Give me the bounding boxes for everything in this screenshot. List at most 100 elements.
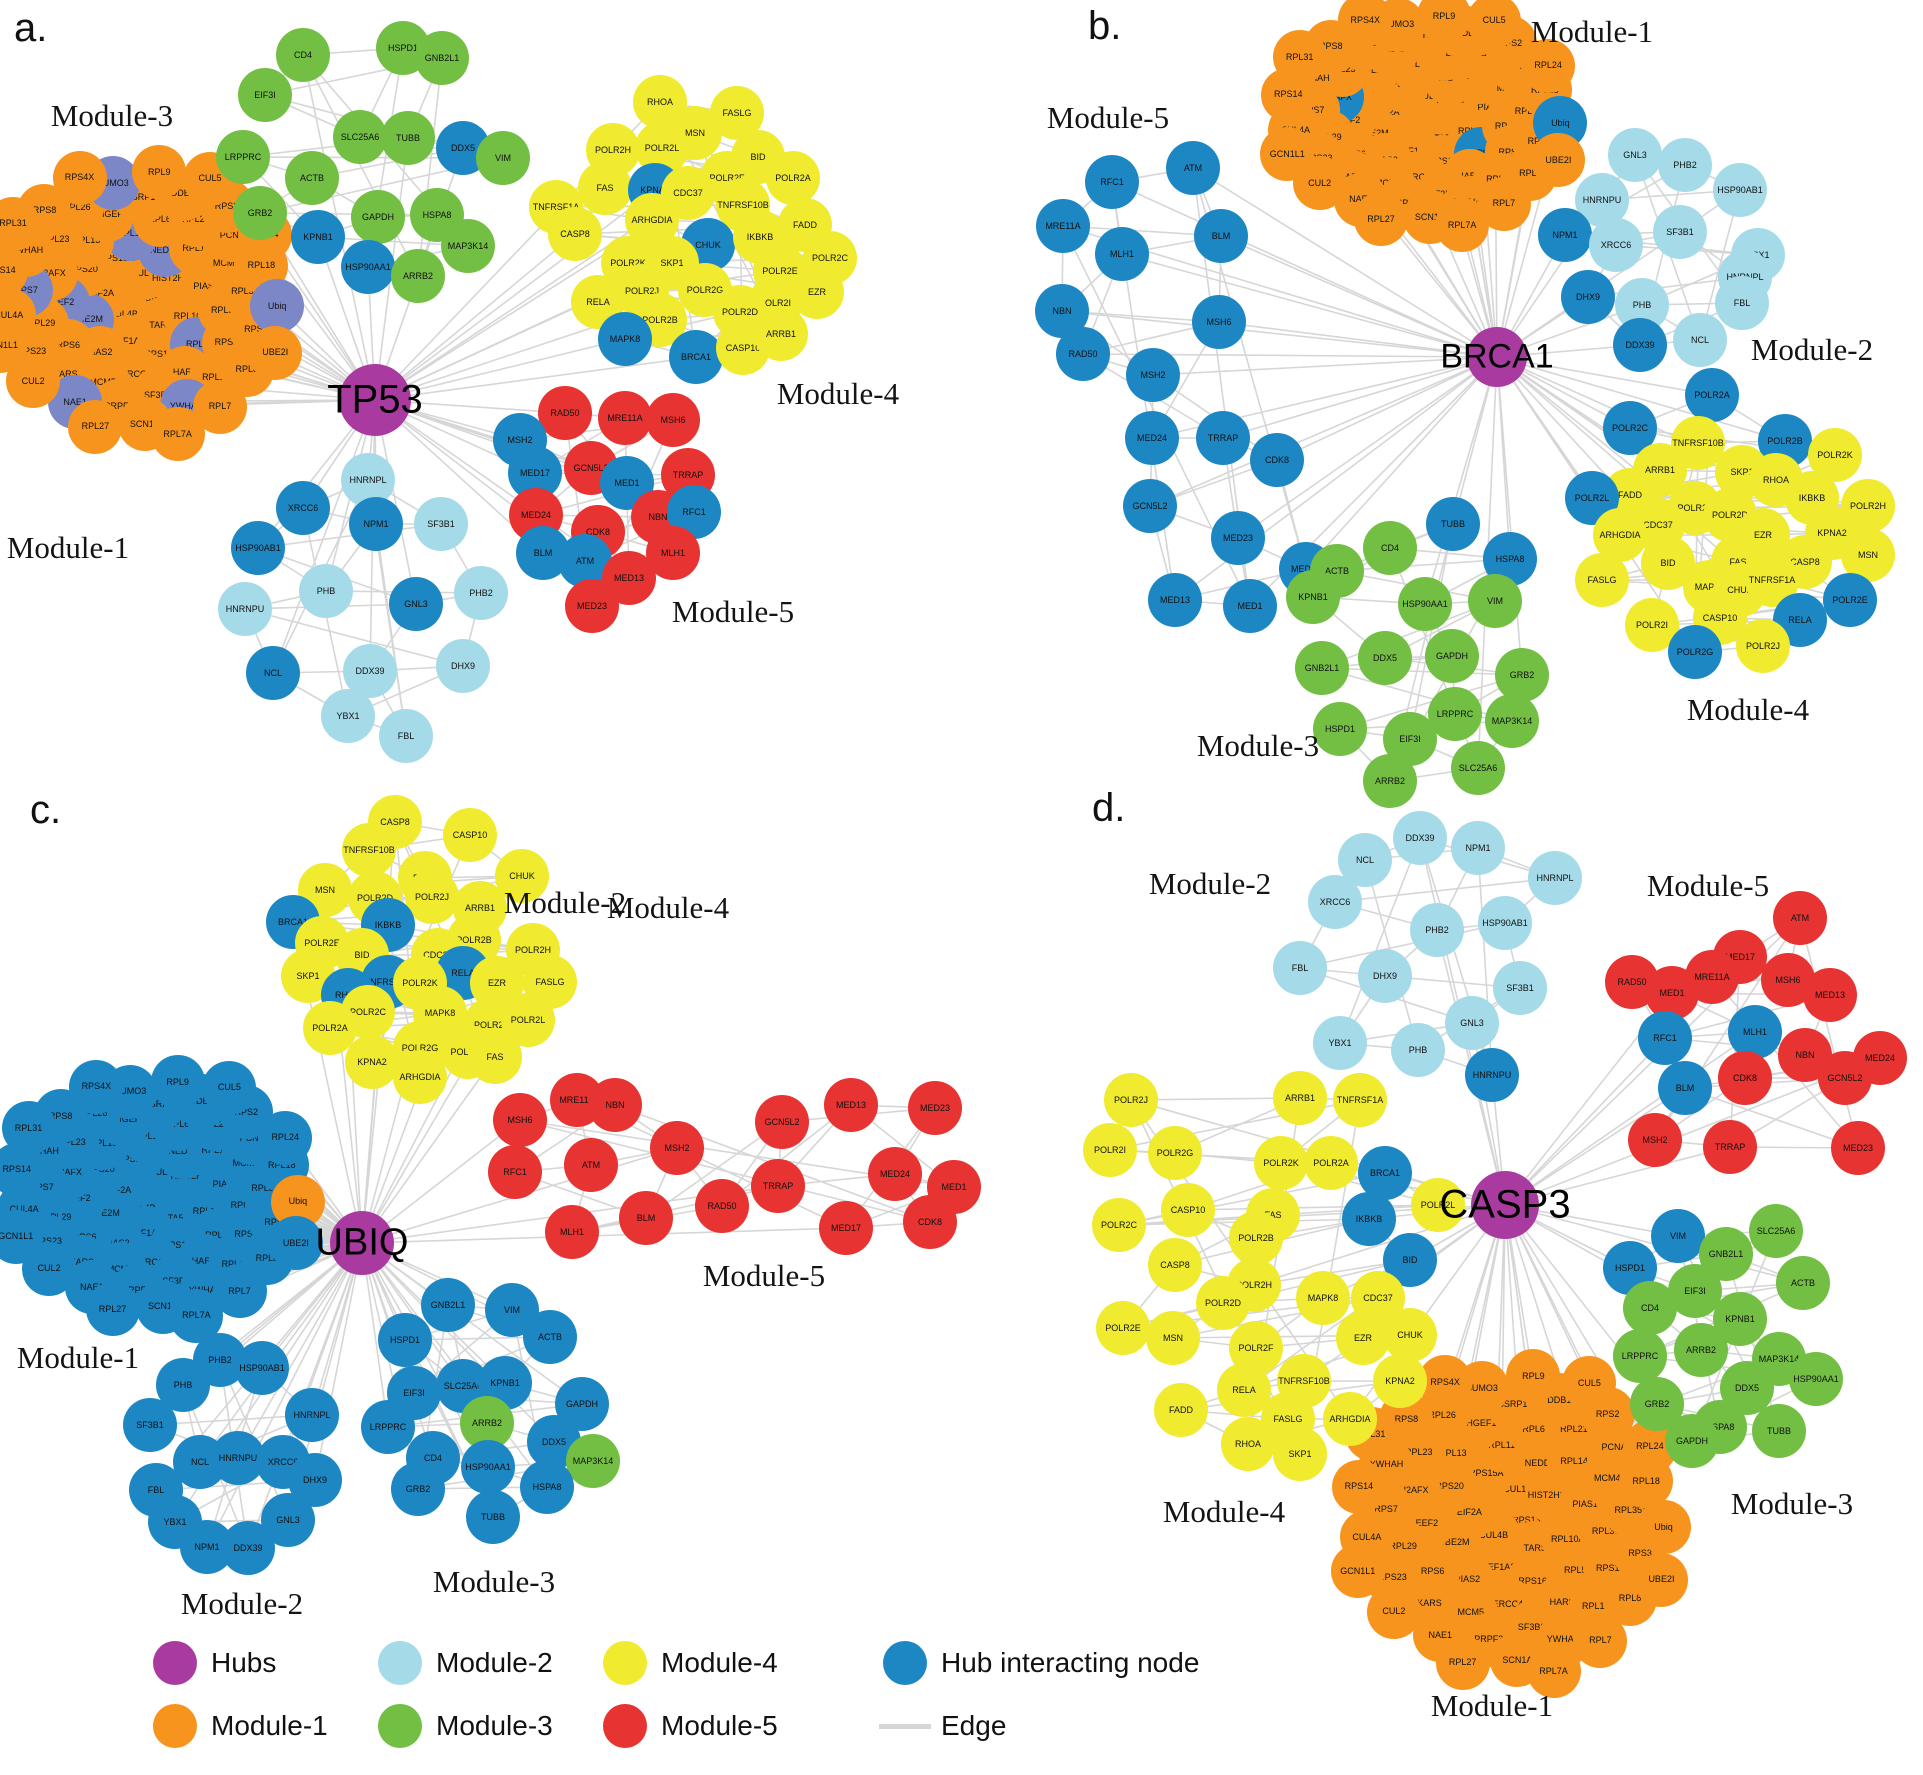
node-polr2i: POLR2I xyxy=(1083,1123,1137,1177)
node-casp10: CASP10 xyxy=(443,808,497,862)
node-rad50: RAD50 xyxy=(1056,327,1110,381)
node-eif3i: EIF3I xyxy=(1668,1264,1722,1318)
node-slc25a6: SLC25A6 xyxy=(1749,1204,1803,1258)
node-polr2g: POLR2G xyxy=(1148,1126,1202,1180)
panel-brca1-letter: b. xyxy=(1088,4,1122,48)
legend-item-module-2-swatch xyxy=(378,1641,422,1685)
legend-item-edge-label: Edge xyxy=(941,1710,1007,1741)
node-tubb: TUBB xyxy=(1752,1404,1806,1458)
node-ncl: NCL xyxy=(1673,313,1727,367)
panel-a-module-5-label: Module-5 xyxy=(671,594,795,629)
node-fadd: FADD xyxy=(1154,1383,1208,1437)
panel-a-module-2-label: Module-2 xyxy=(503,885,627,920)
node-msn: MSN xyxy=(1146,1311,1200,1365)
node-rfc1: RFC1 xyxy=(488,1145,542,1199)
node-rpl7a: RPL7A xyxy=(1526,1644,1581,1699)
panel-a-module-3-label: Module-3 xyxy=(50,98,174,133)
edge xyxy=(374,338,626,401)
panel-b-module-3-label: Module-3 xyxy=(1196,728,1320,763)
node-tubb: TUBB xyxy=(466,1490,520,1544)
edge xyxy=(259,212,438,216)
node-rpl27: RPL27 xyxy=(68,399,123,454)
node-cul5: CUL5 xyxy=(1562,1356,1617,1411)
node-grb2: GRB2 xyxy=(1495,648,1549,702)
node-mapk8: MAPK8 xyxy=(598,312,652,366)
node-polr2e: POLR2E xyxy=(1096,1301,1150,1355)
node-map3k14: MAP3K14 xyxy=(441,219,495,273)
node-msh2: MSH2 xyxy=(1628,1113,1682,1167)
node-rpl7: RPL7 xyxy=(212,1264,267,1319)
panel-d-module-2-label: Module-2 xyxy=(1148,866,1272,901)
edge xyxy=(1220,235,1498,358)
node-trrap: TRRAP xyxy=(1196,411,1250,465)
node-fbl: FBL xyxy=(1273,941,1327,995)
edge xyxy=(272,399,376,674)
node-polr2k: POLR2K xyxy=(1254,1136,1308,1190)
node-arrb2: ARRB2 xyxy=(1674,1323,1728,1377)
node-med1: MED1 xyxy=(1223,579,1277,633)
node-ybx1: YBX1 xyxy=(321,689,375,743)
node-mlh1: MLH1 xyxy=(545,1205,599,1259)
node-casp10: CASP10 xyxy=(1161,1183,1215,1237)
node-polr2l: POLR2L xyxy=(501,993,555,1047)
edge xyxy=(1799,917,1859,1149)
node-rfc1: RFC1 xyxy=(1638,1011,1692,1065)
node-xrcc6: XRCC6 xyxy=(1589,218,1643,272)
node-polr2j: POLR2J xyxy=(1104,1073,1158,1127)
node-trrap: TRRAP xyxy=(751,1159,805,1213)
node-tnfrsf1a: TNFRSF1A xyxy=(1333,1073,1387,1127)
node-tnfrsf10b: TNFRSF10B xyxy=(342,823,396,877)
edge xyxy=(1253,1204,1506,1286)
legend-item-module-1-swatch xyxy=(153,1704,197,1748)
panel-casp3-letter: d. xyxy=(1092,786,1126,830)
node-gapdh: GAPDH xyxy=(1665,1414,1719,1468)
node-gcn5l2: GCN5L2 xyxy=(1818,1051,1872,1105)
node-rps4x: RPS4X xyxy=(69,1059,124,1114)
edge xyxy=(1218,321,1498,358)
panel-b-module-1-label: Module-1 xyxy=(1530,14,1654,49)
edge xyxy=(1321,600,1496,669)
node-hnrnpu: HNRNPU xyxy=(1465,1048,1519,1102)
node-brca1: BRCA1 xyxy=(669,330,723,384)
node-gnb2l1: GNB2L1 xyxy=(1295,641,1349,695)
node-actb: ACTB xyxy=(285,151,339,205)
node-rpl27: RPL27 xyxy=(85,1282,140,1337)
panel-ubiq-letter: c. xyxy=(30,788,62,832)
node-fas: FAS xyxy=(468,1030,522,1084)
edge xyxy=(375,523,407,737)
hub-ubiq-label: UBIQ xyxy=(315,1221,409,1264)
node-msh6: MSH6 xyxy=(1192,295,1246,349)
edge xyxy=(1424,356,1498,605)
node-rpl24: RPL24 xyxy=(1521,38,1576,93)
panel-d-module-5-label: Module-5 xyxy=(1646,868,1770,903)
node-kpnb1: KPNB1 xyxy=(291,210,345,264)
node-hsp90ab1: HSP90AB1 xyxy=(1713,163,1767,217)
edge xyxy=(1299,922,1506,969)
node-gnl3: GNL3 xyxy=(1608,128,1662,182)
node-npm1: NPM1 xyxy=(1451,821,1505,875)
node-arrb2: ARRB2 xyxy=(391,249,445,303)
node-actb: ACTB xyxy=(523,1310,577,1364)
edge xyxy=(1336,558,1511,572)
panel-tp53-letter: a. xyxy=(14,6,48,50)
hub-tp53-label: TP53 xyxy=(327,377,423,422)
node-ubiq: Ubiq xyxy=(1636,1500,1691,1555)
node-rpl9: RPL9 xyxy=(150,1055,205,1110)
node-gcn1l1: GCN1L1 xyxy=(1260,127,1315,182)
legend-item-module-5-swatch xyxy=(603,1704,647,1748)
node-ube2i: UBE2I xyxy=(1531,133,1586,188)
node-ncl: NCL xyxy=(246,646,300,700)
edge xyxy=(361,1119,521,1244)
node-rpl7: RPL7 xyxy=(1573,1613,1628,1668)
node-chuk: CHUK xyxy=(1383,1308,1437,1362)
node-rpl9: RPL9 xyxy=(1506,1349,1561,1404)
node-polr2b: POLR2B xyxy=(1229,1211,1283,1265)
node-med23: MED23 xyxy=(1211,511,1265,565)
edge xyxy=(1276,356,1498,461)
node-med17: MED17 xyxy=(819,1201,873,1255)
node-hsp90aa1: HSP90AA1 xyxy=(461,1440,515,1494)
node-med23: MED23 xyxy=(565,579,619,633)
node-blm: BLM xyxy=(619,1191,673,1245)
node-med13: MED13 xyxy=(1803,968,1857,1022)
node-phb2: PHB2 xyxy=(1410,903,1464,957)
